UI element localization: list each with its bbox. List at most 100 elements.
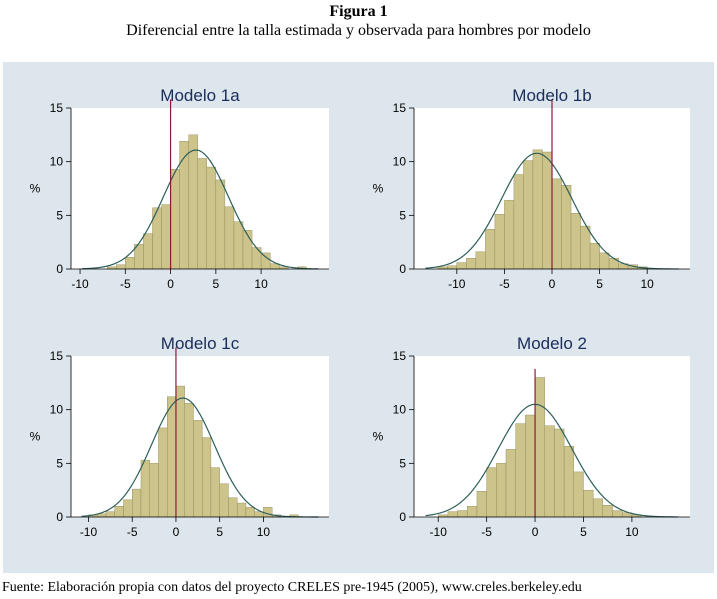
histogram-bar — [161, 204, 171, 270]
y-tick-label: 0 — [399, 510, 406, 524]
histogram-bar — [570, 212, 581, 270]
histogram-bar — [599, 252, 610, 270]
histogram-bar — [188, 134, 198, 270]
y-tick-label: 5 — [399, 208, 406, 222]
x-tick-label: 5 — [212, 277, 219, 291]
histogram-bar — [197, 158, 207, 270]
normal-curve — [425, 403, 679, 518]
x-tick-label: -5 — [127, 525, 138, 539]
histogram-bar — [219, 483, 229, 518]
x-tick-label: -5 — [481, 525, 492, 539]
histogram-bar — [116, 264, 126, 270]
histogram-bar — [210, 467, 220, 518]
x-tick-label: -10 — [80, 525, 98, 539]
histogram-bar — [476, 491, 487, 518]
histogram-bar — [494, 214, 505, 270]
x-tick-label: -5 — [499, 277, 510, 291]
histogram-bar — [114, 506, 124, 518]
histogram-4: 0 5 10 15 -10 -5 0 5 10 Modelo 2% — [373, 334, 690, 539]
histogram-bar — [580, 225, 591, 270]
histogram-bar — [612, 510, 623, 518]
chart-title: Modelo 1c — [161, 334, 240, 353]
histogram-3: 0 5 10 15 -10 -5 0 5 10 Modelo 1c% — [30, 334, 329, 539]
histogram-bar — [170, 168, 180, 270]
chart-panel: 0 5 10 15 -10 -5 0 5 10 Modelo 1a% 0 5 10 15 -10 -5 0 5 10… — [3, 62, 714, 573]
y-axis-label: % — [30, 182, 41, 196]
normal-curve — [81, 149, 319, 270]
histogram-bar — [496, 463, 507, 518]
histogram-bar — [542, 151, 553, 270]
histogram-bar — [263, 507, 273, 518]
y-axis-label: % — [373, 182, 384, 196]
y-tick-label: 0 — [56, 262, 63, 276]
histogram-bar — [466, 258, 477, 270]
histogram-bar — [245, 507, 255, 518]
histogram-bar — [158, 427, 168, 518]
histogram-bar — [143, 233, 153, 270]
y-tick-label: 15 — [393, 349, 407, 363]
histogram-bar — [592, 498, 604, 518]
histogram-2: 0 5 10 15 -10 -5 0 5 10 Modelo 1b% — [373, 86, 690, 291]
histogram-bar — [193, 420, 203, 518]
y-tick-label: 15 — [50, 349, 64, 363]
y-axis-label: % — [373, 430, 384, 444]
chart-title: Modelo 2 — [517, 334, 587, 353]
x-tick-label: 5 — [580, 525, 587, 539]
histogram-bar — [583, 489, 594, 518]
x-tick-label: 10 — [254, 277, 268, 291]
histogram-bar — [233, 221, 244, 270]
y-tick-label: 10 — [50, 155, 64, 169]
histogram-bar — [167, 396, 177, 518]
histogram-bar — [457, 510, 468, 518]
histogram-bar — [175, 385, 185, 518]
histogram-bar — [485, 229, 496, 270]
histogram-bar — [486, 467, 497, 518]
histogram-bar — [544, 425, 555, 518]
normal-curve — [81, 397, 319, 518]
y-tick-label: 10 — [393, 403, 407, 417]
x-tick-label: 10 — [640, 277, 654, 291]
figure-subtitle: Diferencial entre la talla estimada y ob… — [126, 22, 591, 39]
x-tick-label: 0 — [549, 277, 556, 291]
histogram-grid: 0 5 10 15 -10 -5 0 5 10 Modelo 1a% 0 5 10 15 -10 -5 0 5 10… — [3, 62, 714, 573]
y-tick-label: 5 — [399, 456, 406, 470]
x-tick-label: -10 — [430, 525, 448, 539]
x-tick-label: 5 — [216, 525, 223, 539]
histogram-bar — [179, 141, 189, 270]
histogram-bar — [125, 256, 135, 270]
histogram-bar — [589, 243, 600, 270]
x-tick-label: 5 — [596, 277, 603, 291]
x-tick-label: 0 — [532, 525, 539, 539]
y-tick-label: 5 — [56, 456, 63, 470]
histogram-bar — [475, 251, 486, 270]
figure-title: Figura 1 — [329, 3, 388, 20]
histogram-bar — [201, 437, 212, 518]
x-tick-label: -10 — [71, 277, 89, 291]
histogram-1: 0 5 10 15 -10 -5 0 5 10 Modelo 1a% — [30, 86, 329, 291]
histogram-bar — [228, 497, 238, 518]
x-tick-label: 0 — [167, 277, 174, 291]
histogram-bar — [534, 377, 545, 518]
chart-title: Modelo 1b — [512, 86, 591, 105]
y-tick-label: 10 — [393, 155, 407, 169]
x-tick-label: -10 — [448, 277, 466, 291]
histogram-bar — [554, 428, 565, 518]
histogram-bar — [525, 414, 536, 518]
histogram-bar — [132, 488, 142, 518]
histogram-bar — [224, 206, 235, 270]
histogram-bar — [447, 511, 458, 518]
y-axis-label: % — [30, 430, 41, 444]
x-tick-label: 10 — [625, 525, 639, 539]
y-tick-label: 0 — [56, 510, 63, 524]
histogram-bar — [215, 179, 226, 270]
histogram-bar — [504, 200, 515, 270]
histogram-bar — [456, 262, 467, 270]
chart-title: Modelo 1a — [160, 86, 240, 105]
histogram-bar — [260, 252, 271, 270]
histogram-bar — [551, 178, 562, 270]
histogram-bar — [523, 160, 534, 270]
histogram-bar — [532, 149, 543, 270]
histogram-bar — [561, 185, 572, 270]
histogram-bar — [602, 504, 613, 518]
x-tick-label: 0 — [173, 525, 180, 539]
